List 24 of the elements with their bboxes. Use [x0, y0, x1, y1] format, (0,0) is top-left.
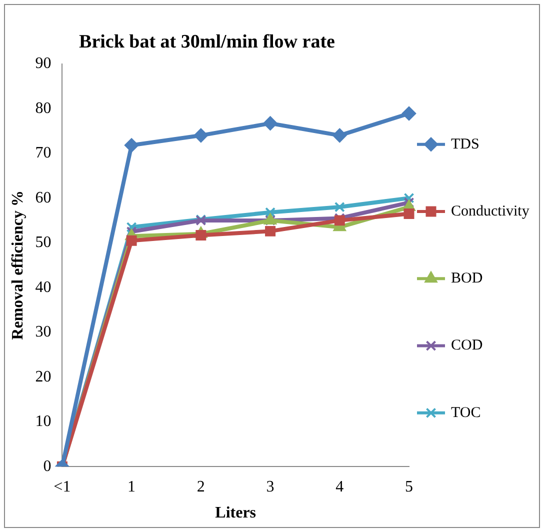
- y-tick-label: 60: [35, 189, 52, 206]
- y-tick-label: 10: [35, 413, 52, 430]
- x-tick-label: 1: [128, 478, 136, 496]
- y-tick-label: 30: [35, 324, 52, 341]
- x-axis-title: Liters: [215, 504, 256, 522]
- chart-title: Brick bat at 30ml/min flow rate: [79, 31, 335, 52]
- legend-label: TDS: [451, 136, 480, 152]
- y-tick-label: 0: [43, 458, 52, 475]
- legend-label: BOD: [451, 270, 483, 287]
- legend-label: TOC: [451, 404, 481, 421]
- y-axis-title: Removal efficiency %: [10, 190, 27, 340]
- y-tick-label: 50: [35, 234, 52, 252]
- legend-label: COD: [451, 338, 483, 354]
- y-tick-label: 40: [35, 278, 52, 296]
- x-tick-label: 3: [266, 478, 274, 496]
- y-tick-label: 80: [35, 100, 52, 117]
- x-tick-label: 5: [405, 478, 413, 496]
- x-tick-label: <1: [54, 478, 71, 496]
- y-tick-label: 70: [35, 144, 52, 162]
- x-tick-label: 4: [336, 478, 344, 496]
- legend-label: Conductivity: [451, 203, 530, 220]
- y-tick-label: 90: [35, 55, 52, 72]
- y-tick-label: 20: [35, 368, 52, 386]
- x-tick-label: 2: [196, 478, 205, 496]
